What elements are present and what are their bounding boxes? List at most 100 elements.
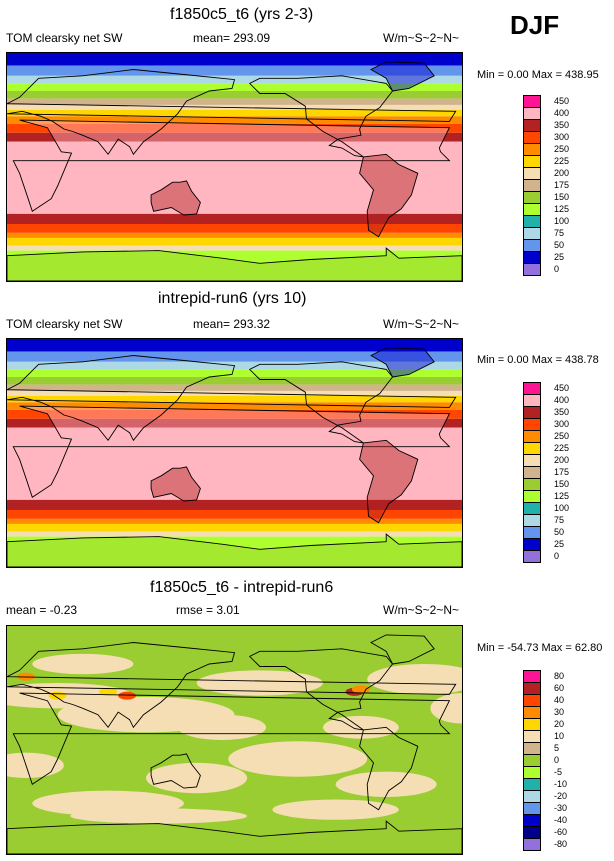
map-canvas bbox=[7, 626, 462, 854]
colorbar-label: 80 bbox=[554, 671, 565, 681]
coastline-greenland bbox=[370, 347, 435, 378]
coastline-north-america bbox=[248, 361, 394, 444]
panel-1-mean: mean= 293.09 bbox=[193, 31, 271, 45]
coastline-africa bbox=[12, 692, 451, 786]
anomaly-region bbox=[272, 799, 399, 820]
panel-2-title: intrepid-run6 (yrs 10) bbox=[158, 290, 307, 307]
coastline-greenland bbox=[370, 61, 435, 92]
anomaly-peak bbox=[351, 685, 370, 694]
coastline-south-america bbox=[359, 153, 419, 238]
anomaly-region bbox=[32, 653, 134, 675]
coastline-australia bbox=[150, 753, 201, 789]
zonal-band bbox=[7, 409, 462, 419]
zonal-band bbox=[7, 232, 462, 238]
coastline-south-america bbox=[359, 439, 419, 524]
coastline-australia bbox=[150, 466, 201, 502]
colorbar-label: -5 bbox=[554, 767, 563, 777]
colorbar-label: 450 bbox=[554, 96, 570, 106]
panel-3-title: f1850c5_t6 - intrepid-run6 bbox=[150, 579, 334, 596]
colorbar-label: -60 bbox=[554, 827, 568, 837]
coastline-eurasia bbox=[7, 69, 457, 156]
zonal-band bbox=[7, 110, 462, 117]
coastline-africa bbox=[12, 405, 451, 499]
panel-2-variable: TOM clearsky net SW bbox=[6, 317, 123, 331]
panel-3-rmse: rmse = 3.01 bbox=[176, 603, 240, 617]
zonal-band bbox=[7, 53, 462, 66]
anomaly-region bbox=[177, 714, 267, 740]
colorbar-swatch bbox=[523, 838, 541, 851]
anomaly-region bbox=[70, 808, 248, 824]
colorbar-label: -10 bbox=[554, 779, 568, 789]
zonal-band bbox=[7, 351, 462, 362]
colorbar-label: 40 bbox=[554, 695, 565, 705]
panel-2-map bbox=[6, 338, 463, 568]
zonal-band bbox=[7, 339, 462, 352]
zonal-band bbox=[7, 402, 462, 410]
zonal-band bbox=[7, 65, 462, 76]
anomaly-peak bbox=[118, 691, 137, 700]
colorbar-label: 200 bbox=[554, 168, 570, 178]
panel-1-title: f1850c5_t6 (yrs 2-3) bbox=[170, 6, 314, 23]
coastline-antarctica bbox=[7, 533, 462, 567]
colorbar-label: 75 bbox=[554, 515, 565, 525]
coastline-north-america bbox=[248, 75, 394, 158]
colorbar-label: 50 bbox=[554, 240, 565, 250]
panel-2-units: W/m~S~2~N~ bbox=[383, 317, 460, 331]
zonal-band bbox=[7, 377, 462, 385]
colorbar-swatch bbox=[523, 263, 541, 276]
zonal-band bbox=[7, 396, 462, 403]
colorbar-label: 10 bbox=[554, 731, 565, 741]
anomaly-region bbox=[228, 741, 368, 777]
panel-3-map bbox=[6, 625, 463, 855]
colorbar-label: 20 bbox=[554, 719, 565, 729]
colorbar-label: 30 bbox=[554, 707, 565, 717]
zonal-band bbox=[7, 123, 462, 133]
anomaly-region bbox=[146, 762, 248, 794]
coastline-north-america bbox=[248, 648, 394, 731]
anomaly-peak bbox=[99, 687, 118, 696]
zonal-band bbox=[7, 132, 462, 142]
anomaly-region bbox=[322, 715, 399, 739]
zonal-band bbox=[7, 418, 462, 428]
panel-2-colorbar: 450 400 350 300 250 225 200 175 150 125 100 75 50 25 0 bbox=[523, 382, 569, 563]
anomaly-peak bbox=[48, 691, 67, 700]
panel-1-minmax: Min = 0.00 Max = 438.95 bbox=[477, 69, 599, 81]
coastline-africa bbox=[12, 119, 451, 213]
colorbar-label: 150 bbox=[554, 479, 570, 489]
zonal-band bbox=[7, 141, 462, 214]
colorbar-label: 300 bbox=[554, 419, 570, 429]
coastline-antarctica bbox=[7, 820, 462, 854]
zonal-band bbox=[7, 98, 462, 105]
coastline-eurasia bbox=[7, 642, 457, 729]
zonal-band bbox=[7, 224, 462, 233]
zonal-band bbox=[7, 83, 462, 91]
colorbar-label: 175 bbox=[554, 180, 570, 190]
zonal-band bbox=[7, 427, 462, 500]
anomaly-region bbox=[335, 771, 437, 797]
colorbar-label: 175 bbox=[554, 467, 570, 477]
panel-3-mean: mean = -0.23 bbox=[6, 603, 78, 617]
colorbar-label: 250 bbox=[554, 144, 570, 154]
panel-3-units: W/m~S~2~N~ bbox=[383, 603, 460, 617]
coastline-antarctica bbox=[7, 247, 462, 281]
panel-3-minmax: Min = -54.73 Max = 62.80 bbox=[477, 642, 603, 654]
zonal-band bbox=[7, 369, 462, 377]
colorbar-label: 200 bbox=[554, 455, 570, 465]
colorbar-label: 225 bbox=[554, 156, 570, 166]
zonal-band bbox=[7, 91, 462, 99]
coastline-australia bbox=[150, 180, 201, 216]
panel-3-colorbar: 80 60 40 30 20 10 5 0 -5 -10 -20 -30 -40 -60 -80 bbox=[523, 670, 567, 851]
colorbar-label: 350 bbox=[554, 120, 570, 130]
coastline-eurasia bbox=[7, 355, 457, 442]
colorbar-label: 50 bbox=[554, 527, 565, 537]
colorbar-label: 0 bbox=[554, 264, 560, 274]
colorbar-swatch bbox=[523, 550, 541, 563]
coastline-greenland bbox=[370, 634, 435, 665]
zonal-band bbox=[7, 499, 462, 510]
colorbar-label: 250 bbox=[554, 431, 570, 441]
zonal-band bbox=[7, 384, 462, 391]
colorbar-label: -20 bbox=[554, 791, 568, 801]
colorbar-label: -80 bbox=[554, 839, 568, 849]
colorbar-label: 5 bbox=[554, 743, 560, 753]
colorbar-label: 100 bbox=[554, 503, 570, 513]
